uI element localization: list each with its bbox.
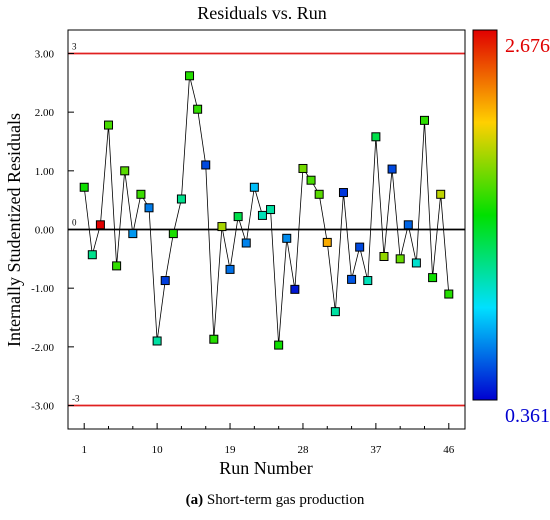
- data-point: [338, 188, 348, 198]
- data-point: [387, 164, 397, 174]
- reference-line-label: 3: [72, 41, 77, 51]
- data-point: [419, 115, 429, 125]
- data-point: [355, 242, 365, 252]
- x-tick-label: 19: [225, 444, 237, 456]
- data-point: [112, 261, 122, 271]
- data-point: [128, 229, 138, 239]
- data-point: [444, 289, 454, 299]
- y-tick-label: 1.00: [35, 166, 55, 178]
- reference-line-label: 0: [72, 218, 77, 228]
- y-axis-label: Internally Studentized Residuals: [4, 113, 24, 347]
- x-tick-label: 28: [297, 444, 309, 456]
- data-point: [225, 264, 235, 274]
- data-point: [347, 274, 357, 284]
- data-point: [233, 212, 243, 222]
- colorbar-max-label: 2.676: [505, 35, 550, 57]
- chart-title: Residuals vs. Run: [197, 3, 327, 23]
- data-point: [274, 340, 284, 350]
- x-axis-label: Run Number: [219, 458, 313, 478]
- caption-text: Short-term gas production: [203, 492, 365, 508]
- y-tick-label: -3.00: [31, 401, 54, 413]
- data-point: [306, 175, 316, 185]
- x-tick-label: 1: [81, 444, 87, 456]
- y-axis: 3.00 2.00 1.00 0.00 -1.00 -2.00 -3.00: [31, 48, 74, 413]
- data-point: [249, 182, 259, 192]
- data-point: [403, 220, 413, 230]
- data-points: [79, 71, 454, 350]
- data-point: [257, 210, 267, 220]
- data-point: [152, 336, 162, 346]
- data-point: [322, 237, 332, 247]
- data-point: [87, 250, 97, 260]
- y-tick-label: -1.00: [31, 283, 54, 295]
- data-point: [79, 182, 89, 192]
- reference-line-label: -3: [72, 394, 80, 404]
- data-point: [314, 189, 324, 199]
- x-tick-label: 10: [152, 444, 164, 456]
- data-point: [95, 220, 105, 230]
- reference-lines: 3 0 -3: [68, 41, 465, 407]
- data-point: [436, 189, 446, 199]
- data-point: [144, 203, 154, 213]
- plot-frame: [67, 29, 466, 430]
- caption-label: (a): [185, 492, 204, 508]
- data-point: [241, 238, 251, 248]
- y-tick-label: -2.00: [31, 342, 54, 354]
- data-point: [120, 166, 130, 176]
- x-tick-label: 46: [443, 444, 455, 456]
- figure-caption: (a) Short-term gas production: [0, 492, 550, 509]
- data-point: [395, 254, 405, 264]
- data-point: [176, 194, 186, 204]
- data-point: [104, 120, 114, 130]
- data-point: [209, 334, 219, 344]
- data-point: [290, 284, 300, 294]
- data-point: [411, 258, 421, 268]
- data-point: [363, 276, 373, 286]
- data-point: [217, 222, 227, 232]
- data-point: [193, 104, 203, 114]
- data-point: [428, 273, 438, 283]
- data-point: [201, 160, 211, 170]
- y-tick-label: 3.00: [35, 48, 55, 60]
- data-point: [160, 276, 170, 286]
- data-point: [298, 163, 308, 173]
- data-point: [136, 189, 146, 199]
- data-point: [330, 307, 340, 317]
- y-tick-label: 2.00: [35, 107, 55, 119]
- data-point: [185, 71, 195, 81]
- data-point: [379, 251, 389, 261]
- data-point: [282, 233, 292, 243]
- colorbar-min-label: 0.361: [505, 405, 550, 427]
- x-axis: 1 10 19 28 37 46: [81, 423, 455, 456]
- colorbar: 2.676 0.361: [472, 29, 550, 427]
- data-point: [266, 205, 276, 215]
- x-tick-label: 37: [370, 444, 382, 456]
- residuals-chart: Residuals vs. Run 3 0 -3 3.00 2.00 1.00 0.00 -…: [4, 3, 550, 478]
- data-point: [371, 132, 381, 142]
- y-tick-label: 0.00: [35, 225, 55, 237]
- colorbar-gradient: [472, 29, 498, 401]
- data-point: [168, 229, 178, 239]
